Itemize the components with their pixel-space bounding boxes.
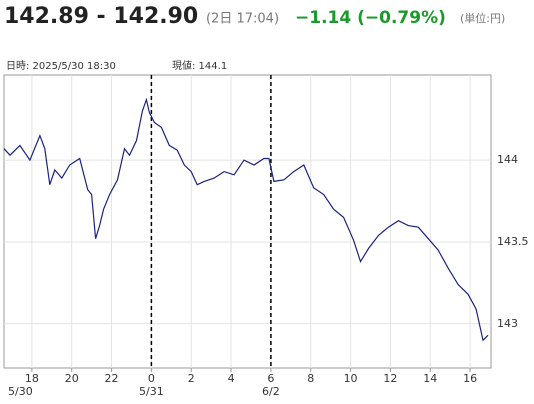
y-tick-label: 144	[497, 153, 518, 166]
price: 142.89 - 142.90	[4, 4, 198, 29]
x-tick-label: 6	[267, 372, 274, 385]
x-tick-label: 14	[423, 372, 437, 385]
y-tick-label: 143.5	[497, 235, 529, 248]
x-tick-label: 18	[25, 372, 39, 385]
unit: (単位:円)	[460, 11, 505, 25]
x-tick-label: 20	[65, 372, 79, 385]
x-tick-label: 10	[344, 372, 358, 385]
update-time: (2日 17:04)	[206, 12, 279, 27]
x-tick-label: 12	[383, 372, 397, 385]
date-label: 5/31	[139, 385, 164, 398]
current-value: 現値: 144.1	[172, 59, 227, 72]
y-tick-label: 143	[497, 317, 518, 330]
x-tick-label: 8	[307, 372, 314, 385]
x-tick-label: 0	[148, 372, 155, 385]
price-line	[3, 97, 489, 342]
x-tick-label: 16	[463, 372, 477, 385]
x-tick-label: 4	[228, 372, 235, 385]
plot-frame	[3, 74, 492, 369]
x-tick-label: 22	[105, 372, 119, 385]
datetime: 日時: 2025/5/30 18:30	[6, 60, 116, 72]
change: −1.14 (−0.79%)	[295, 8, 446, 28]
date-label: 6/2	[262, 385, 280, 398]
date-label: 5/30	[8, 385, 33, 398]
x-tick-label: 2	[188, 372, 195, 385]
